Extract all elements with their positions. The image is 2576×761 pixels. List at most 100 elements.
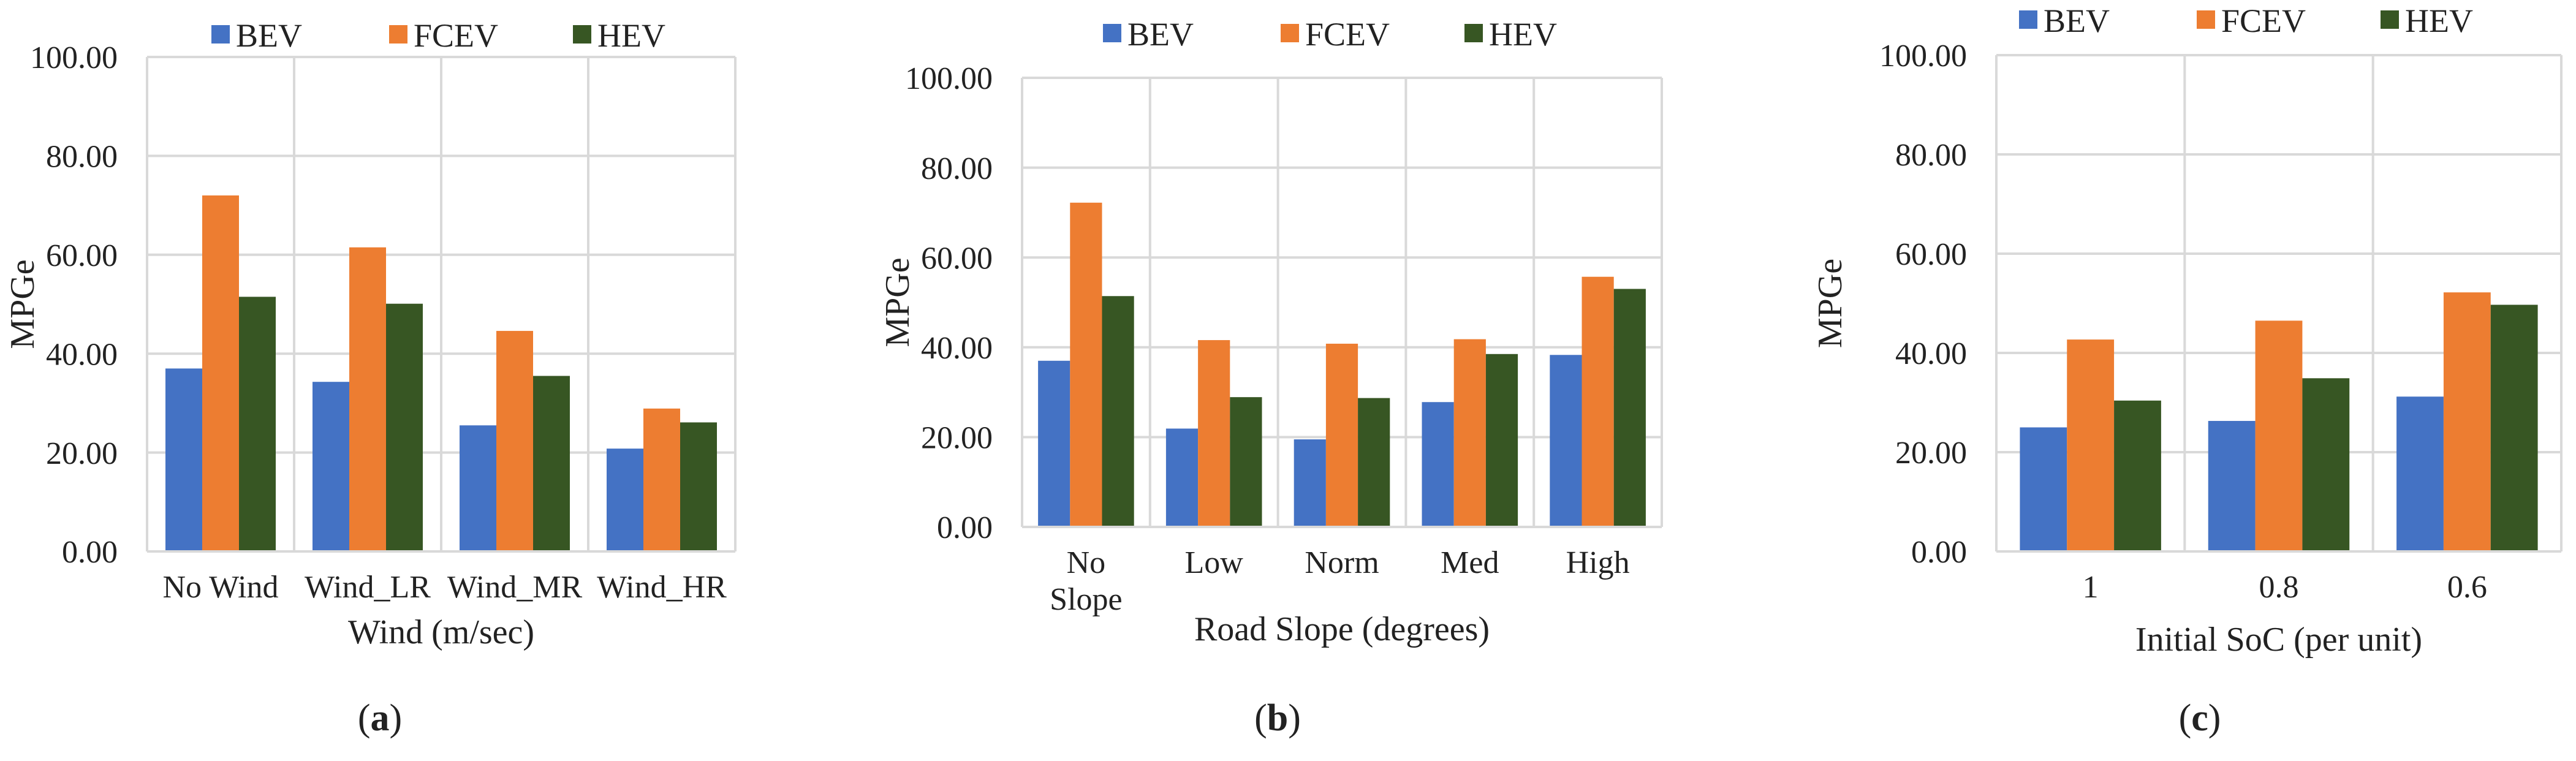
bar-bev [165,368,202,551]
legend-swatch-hev [573,25,591,44]
bar-fcev [1325,343,1358,527]
y-tick-label: 20.00 [1895,436,1967,471]
bar-hev [1230,397,1262,527]
bar-fcev [1198,340,1230,527]
legend: BEV FCEV HEV [2019,2,2473,39]
legend-swatch-fcev [389,25,407,44]
y-tick-label: 100.00 [905,61,993,96]
panel-label: (c) [2179,697,2221,739]
legend: BEV FCEV HEV [211,17,665,54]
y-tick-label: 0.00 [62,535,118,570]
bar-bev [1038,360,1070,527]
bar-fcev [2443,292,2491,551]
x-tick-label: 0.6 [2447,570,2487,605]
y-tick-label: 80.00 [1895,138,1967,173]
bar-fcev [1582,276,1614,527]
legend-label-hev: HEV [2405,2,2473,39]
x-tick-label: High [1566,545,1630,580]
x-axis-title: Road Slope (degrees) [1194,610,1490,648]
legend-label-fcev: FCEV [414,17,498,54]
x-tick-label: No Wind [162,570,278,605]
bar-fcev [2255,320,2303,551]
bar-hev [239,297,276,551]
bar-bev [2208,420,2256,551]
x-tick-label: Med [1441,545,1499,580]
y-tick-label: 40.00 [46,337,118,372]
legend-swatch-bev [2019,10,2037,29]
chart-panel-3: 0.00 20.00 40.00 60.00 80.00 100.00 1 0.8 0.6 Ini… [1811,2,2563,739]
legend-label-fcev: FCEV [1305,16,1390,53]
bar-fcev [1070,202,1102,527]
legend-label-bev: BEV [1127,16,1194,53]
legend-label-fcev: FCEV [2221,2,2306,39]
legend-label-bev: BEV [236,17,302,54]
bar-fcev [1453,339,1486,527]
x-tick-label: 0.8 [2259,570,2299,605]
x-tick-label: 1 [2083,570,2099,605]
bar-bev [1422,402,1454,527]
y-tick-label: 100.00 [1879,39,1967,74]
x-tick-label: Low [1185,545,1244,580]
bar-fcev [349,247,386,551]
legend-label-bev: BEV [2044,2,2110,39]
bar-hev [2302,378,2350,551]
x-tick-label: No [1067,545,1106,580]
y-axis-title: MPGe [1811,259,1849,348]
bar-fcev [202,195,239,552]
bar-hev [1613,289,1646,527]
x-axis-title: Wind (m/sec) [348,613,534,651]
y-tick-label: 40.00 [921,331,993,366]
y-tick-label: 100.00 [30,40,118,75]
legend-swatch-hev [1464,24,1483,42]
x-tick-label: Wind_LR [305,570,431,605]
bar-hev [2114,400,2161,551]
bar-fcev [643,408,680,551]
bar-hev [1102,296,1134,527]
bar-hev [680,422,717,551]
legend-swatch-fcev [1281,24,1299,42]
legend: BEV FCEV HEV [1103,16,1557,53]
bar-hev [1485,354,1518,527]
bar-bev [313,382,349,551]
legend-swatch-hev [2381,10,2399,29]
y-axis-title: MPGe [879,257,917,347]
bar-bev [1550,355,1582,527]
y-tick-label: 60.00 [1895,237,1967,272]
bar-hev [386,303,423,551]
bar-bev [2396,396,2444,551]
bar-fcev [496,331,533,551]
bar-fcev [2067,339,2115,551]
y-tick-label: 80.00 [921,151,993,186]
x-tick-label: Wind_MR [447,570,583,605]
legend-swatch-bev [1103,24,1121,42]
bar-bev [460,425,496,551]
legend-label-hev: HEV [1489,16,1557,53]
x-tick-label: Wind_HR [597,570,727,605]
bar-hev [1358,398,1390,527]
x-tick-label: Norm [1305,545,1379,580]
y-tick-label: 0.00 [937,510,993,545]
panel-label: (a) [358,697,402,739]
y-tick-label: 20.00 [46,436,118,471]
chart-panel-1: 0.00 20.00 40.00 60.00 80.00 100.00 No Wind Win… [4,17,737,739]
y-tick-label: 60.00 [46,238,118,273]
bar-hev [2490,305,2538,551]
legend-swatch-bev [211,25,230,44]
panel-label: (b) [1254,697,1301,739]
legend-label-hev: HEV [597,17,665,54]
y-tick-label: 60.00 [921,241,993,276]
bar-bev [1294,439,1326,527]
y-tick-label: 40.00 [1895,336,1967,371]
x-tick-label: Slope [1050,582,1122,617]
y-tick-label: 0.00 [1911,535,1967,570]
bar-bev [1165,428,1199,527]
x-axis-title: Initial SoC (per unit) [2135,621,2422,659]
y-axis-title: MPGe [4,259,42,349]
bar-hev [533,376,570,551]
y-tick-label: 80.00 [46,140,118,175]
legend-swatch-fcev [2197,10,2215,29]
bar-bev [2020,427,2067,551]
